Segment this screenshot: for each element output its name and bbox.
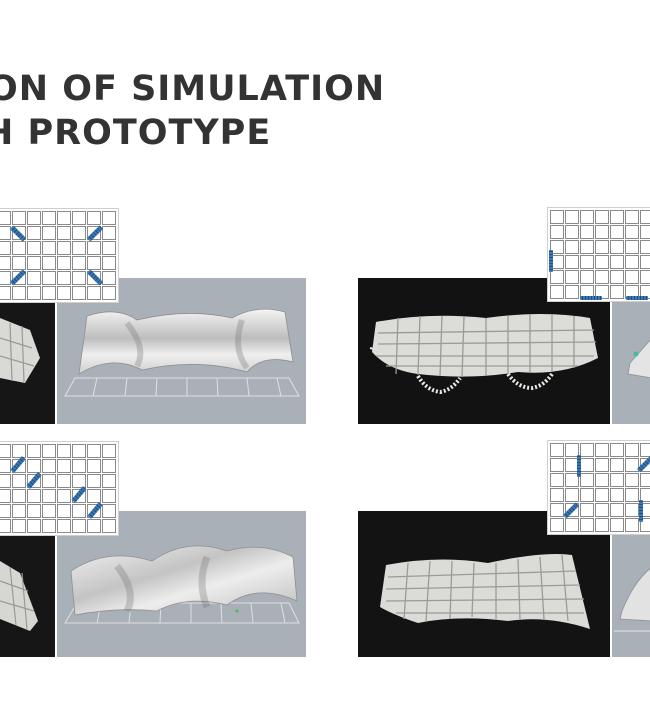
actuator-marker xyxy=(549,250,553,272)
actuator-marker xyxy=(577,455,581,477)
page-title-line-2: H PROTOTYPE xyxy=(0,113,272,153)
actuator-grid-1 xyxy=(0,208,119,303)
prototype-photo-4 xyxy=(358,511,610,657)
actuator-grid-3 xyxy=(0,441,119,536)
simulation-render-3 xyxy=(57,511,306,657)
prototype-photo-2 xyxy=(358,278,610,424)
simulation-render-4 xyxy=(612,511,650,657)
actuator-grid-2 xyxy=(547,207,650,302)
actuator-grid-4 xyxy=(547,440,650,535)
simulation-render-2 xyxy=(612,278,650,424)
actuator-marker xyxy=(639,500,643,522)
actuator-marker xyxy=(580,296,602,300)
page-title-line-1: ON OF SIMULATION xyxy=(0,69,386,109)
actuator-marker xyxy=(626,296,648,300)
